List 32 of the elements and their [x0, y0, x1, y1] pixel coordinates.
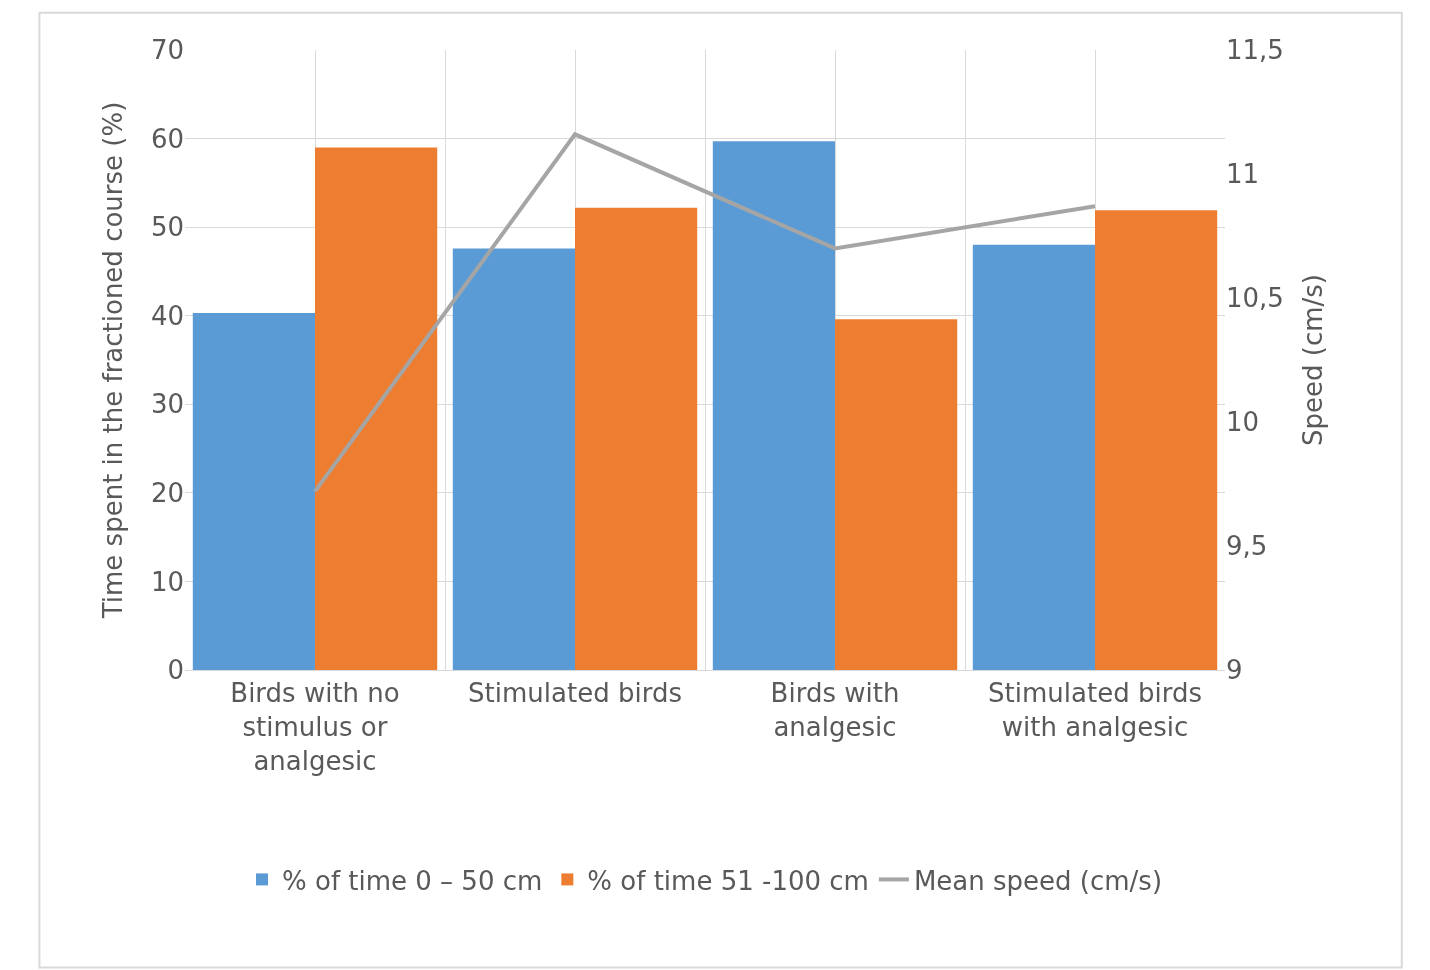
bar [712, 141, 835, 670]
y-tick-label: 30 [150, 389, 184, 420]
legend-label: % of time 0 – 50 cm [282, 865, 543, 896]
legend-label: % of time 51 -100 cm [587, 865, 869, 896]
bar [315, 147, 438, 670]
x-tick-label: Stimulated birds with analgesic [988, 678, 1202, 742]
x-tick-label: Birds with analgesic [770, 678, 900, 742]
y2-tick-label: 9,5 [1226, 531, 1268, 562]
bar [835, 319, 958, 670]
bar [192, 313, 315, 670]
y-axis-title: Time spent in the fractioned course (%) [98, 101, 129, 620]
y2-tick-label: 9 [1226, 655, 1243, 686]
bar [575, 207, 698, 670]
y-tick-label: 10 [150, 566, 184, 597]
y-tick-label: 50 [150, 212, 184, 243]
y2-axis-title: Speed (cm/s) [1297, 274, 1328, 446]
y-tick-label: 20 [150, 477, 184, 508]
y2-tick-label: 11 [1226, 159, 1260, 190]
y-tick-label: 0 [167, 655, 184, 686]
bar [1095, 210, 1218, 670]
y-tick-label: 40 [150, 300, 184, 331]
y-tick-label: 70 [150, 35, 184, 66]
bar [972, 244, 1095, 670]
legend-label: Mean speed (cm/s) [913, 865, 1163, 896]
line-series [313, 132, 1097, 494]
x-tick-label: Birds with no stimulus or analgesic [230, 678, 400, 776]
y2-tick-label: 10,5 [1226, 283, 1284, 314]
y2-tick-label: 11,5 [1226, 35, 1284, 66]
y-tick-label: 60 [150, 123, 184, 154]
x-tick-label: Stimulated birds [468, 678, 682, 709]
y2-tick-label: 10 [1226, 407, 1260, 438]
bar [452, 248, 575, 670]
